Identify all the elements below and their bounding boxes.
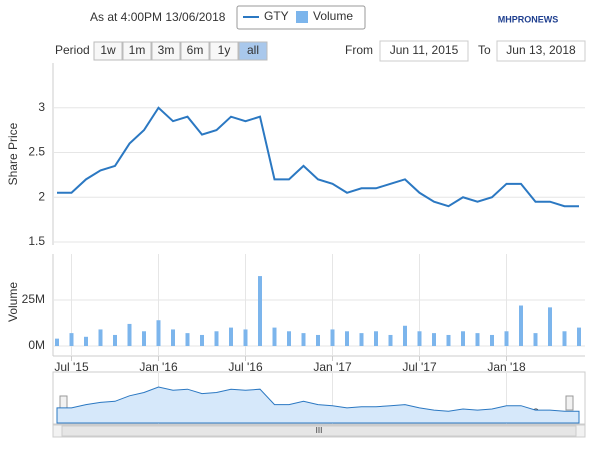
volume-bar [156,320,161,346]
to-date[interactable]: Jun 13, 2018 [506,43,576,57]
x-tick-label: Jul '16 [228,360,263,374]
y-tick-label: 1.5 [28,234,45,248]
period-button-label[interactable]: 1y [218,43,231,57]
from-date[interactable]: Jun 11, 2015 [390,43,459,57]
y-tick-label: 2.5 [28,145,45,159]
navigator-handle[interactable] [565,395,574,411]
volume-bar [243,329,248,346]
period-button[interactable] [93,41,123,61]
volume-bar [548,307,552,346]
y-tick-label: 2 [38,189,45,203]
volume-bar [388,334,393,346]
y-tick-label: 3 [38,100,45,114]
y-axis-title: Share Price [6,122,20,185]
volume-bar [127,323,132,346]
period-button-label[interactable]: 3m [158,43,175,57]
volume-bar [142,331,146,346]
y2-axis-title: Volume [6,282,20,322]
volume-bar [316,334,320,346]
volume-bar [171,329,175,346]
volume-bar [229,327,233,346]
y2-tick-label: 0M [28,338,45,352]
volume-bar [84,336,88,346]
volume-bar [490,334,494,346]
volume-bar [475,333,480,346]
volume-bar [403,325,407,346]
scrollbar-thumb[interactable] [61,425,577,437]
from-input[interactable] [379,40,469,62]
volume-bar [185,333,190,346]
volume-bar [214,331,219,346]
to-input[interactable] [496,40,586,62]
period-button[interactable] [209,41,239,61]
volume-bar [504,331,509,346]
scrollbar-grip: III [316,426,323,435]
navigator-frame [52,371,586,425]
volume-bar [519,305,523,346]
volume-bar [345,331,349,346]
period-label: Period [55,43,90,57]
period-button-label[interactable]: 6m [187,43,204,57]
period-button-label[interactable]: all [247,43,259,57]
from-label: From [345,43,373,57]
volume-bar [258,276,262,346]
x-tick-label: Jan '18 [487,360,526,374]
volume-bar [577,327,581,346]
volume-bar [55,338,59,346]
volume-bar [432,333,436,346]
volume-bar [272,327,277,346]
volume-bar [200,334,204,346]
y2-tick-label: 25M [22,292,45,306]
volume-bar [359,333,364,346]
volume-bar [446,334,451,346]
x-tick-label: Jul '17 [402,360,437,374]
period-button-label[interactable]: 1m [129,43,146,57]
as-at: As at 4:00PM 13/06/2018 [90,10,226,24]
volume-bar [301,333,306,346]
to-label: To [478,43,491,57]
legend-square-icon [296,11,308,23]
volume-bar [461,331,465,346]
period-button[interactable] [180,41,210,61]
volume-bar [98,329,103,346]
period-button[interactable] [151,41,181,61]
period-button[interactable] [238,41,268,61]
volume-bar [287,331,291,346]
volume-bar [374,331,378,346]
legend-item[interactable]: GTY [264,9,289,23]
period-button[interactable] [122,41,152,61]
navigator-area [56,386,580,424]
volume-bar [562,331,567,346]
x-tick-label: Jan '17 [313,360,352,374]
price-line [57,106,579,208]
volume-bar [330,329,335,346]
volume-bar [533,333,538,346]
volume-bar [69,333,74,346]
logo: MHPRONEWS [498,14,559,24]
volume-bar [417,331,422,346]
x-tick-label: Jul '15 [54,360,89,374]
legend-item[interactable]: Volume [313,9,353,23]
period-button-label[interactable]: 1w [100,43,116,57]
volume-bar [113,334,117,346]
x-tick-label: Jan '16 [139,360,178,374]
